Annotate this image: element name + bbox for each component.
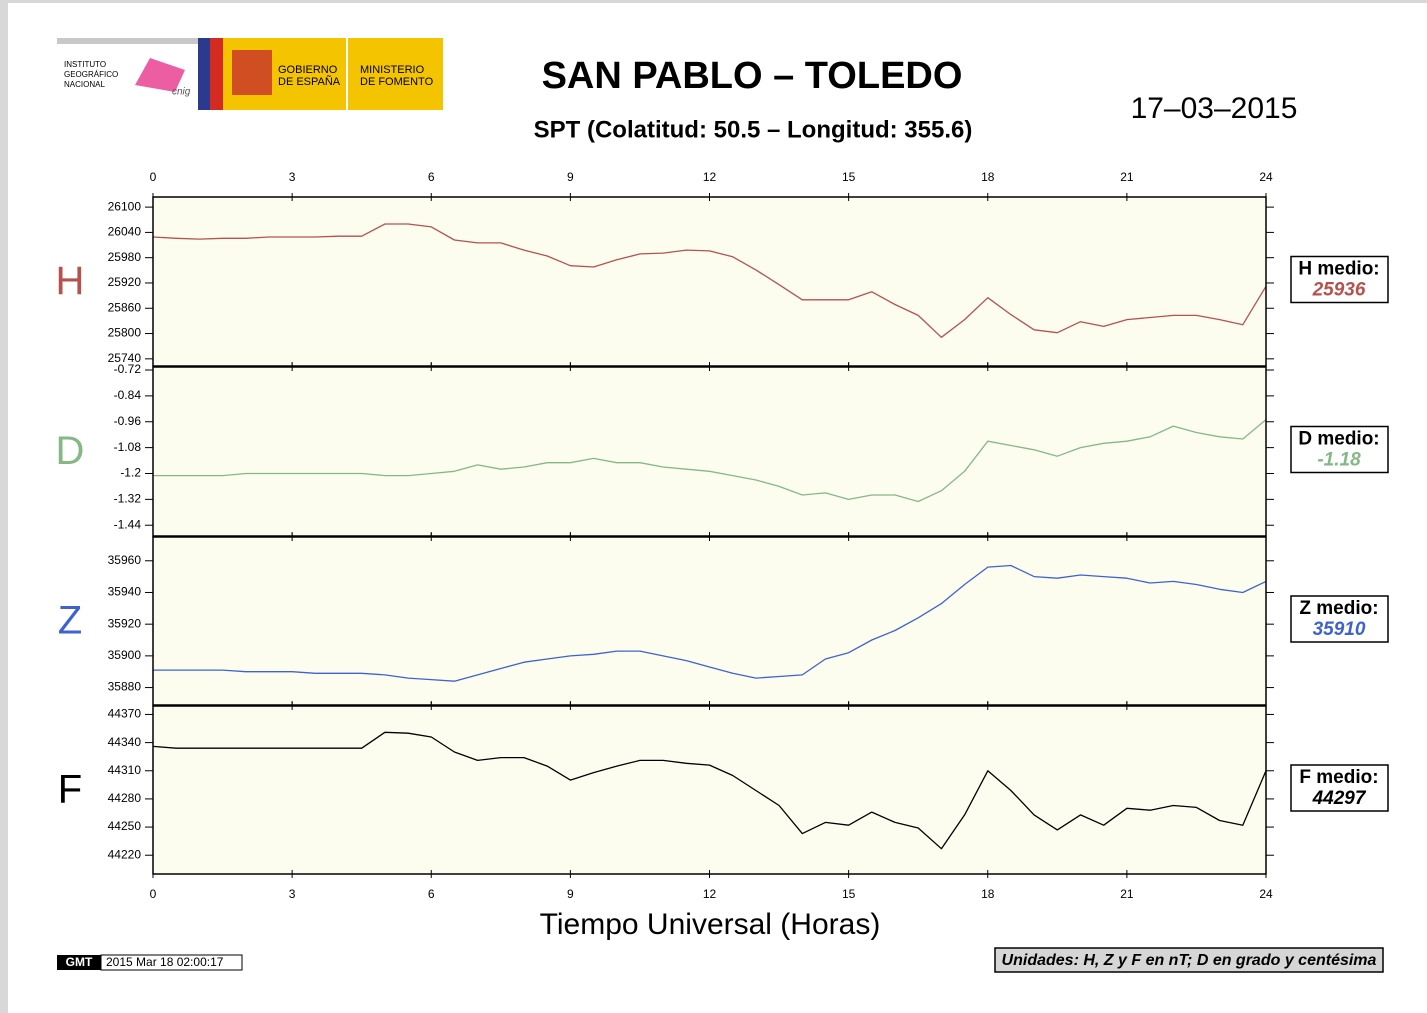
x-axis-label: Tiempo Universal (Horas) [540,908,881,941]
plot-area [153,537,1266,705]
data-line [153,419,1267,503]
timestamp-box [100,954,243,971]
y-tick-label: -0.84 [114,388,142,402]
flag-red [210,38,223,110]
y-tick-label: -1.08 [114,440,142,454]
x-tick-label: 21 [1120,887,1134,901]
top-strip [0,0,1427,3]
logo-bar [57,38,198,44]
x-tick-label: 3 [289,170,296,184]
gov-text: GOBIERNO [278,64,338,76]
component-label: F [58,768,82,812]
x-tick-label: 9 [567,170,574,184]
units-box [994,947,1384,973]
y-tick-label: 35960 [108,553,142,567]
units: Unidades: H, Z y F en nT; D en grado y c… [1002,952,1377,969]
plot-area [153,706,1266,874]
mean-label: Z medio: [1299,598,1378,619]
mean-value: 25936 [1312,280,1366,301]
mean-value: 35910 [1313,619,1366,640]
y-tick-label: -0.96 [114,414,142,428]
x-tick-label: 6 [428,887,435,901]
y-tick-label: -1.44 [114,517,142,531]
y-tick-label: -1.32 [114,492,142,506]
ministry-text: MINISTERIO [360,64,425,76]
x-tick-label: 15 [842,170,856,184]
y-tick-label: 44340 [108,735,142,749]
plot-frame [152,705,1267,875]
y-tick-label: 25920 [108,275,142,289]
mean-box [1290,764,1389,812]
left-strip [0,0,8,1013]
y-tick-label: 25980 [108,250,142,264]
mean-box [1290,595,1389,643]
component-label: D [56,429,85,473]
y-tick-label: 25860 [108,300,142,314]
component-label: Z [58,599,82,643]
component-label: H [56,259,85,303]
x-tick-label: 15 [842,887,856,901]
y-tick-label: 44370 [108,707,142,721]
y-tick-label: -1.2 [120,466,141,480]
y-tick-label: 44310 [108,763,142,777]
y-tick-label: 35940 [108,585,142,599]
gmt-text: GMT [66,955,93,969]
cnig: cnig [172,87,191,98]
gov-text: DE ESPAÑA [278,75,341,88]
y-tick-label: 26100 [108,199,142,213]
data-line [153,564,1267,682]
y-tick-label: 35920 [108,616,142,630]
mean-value: -1.18 [1317,450,1361,471]
title: SAN PABLO – TOLEDO [542,55,963,97]
x-tick-label: 9 [567,887,574,901]
y-tick-label: 44220 [108,847,142,861]
y-tick-label: 35900 [108,648,142,662]
x-tick-label: 18 [981,170,995,184]
coat-of-arms [232,50,272,95]
institute-line: GEOGRÁFICO [64,70,118,79]
y-tick-label: 44250 [108,819,142,833]
data-line [152,731,1267,850]
x-tick-label: 0 [150,887,157,901]
x-tick-label: 24 [1259,170,1273,184]
subtitle: SPT (Colatitud: 50.5 – Longitud: 355.6) [534,116,973,143]
y-tick-label: 26040 [108,225,142,239]
mean-label: H medio: [1298,259,1379,280]
data-line [152,223,1267,338]
y-tick-label: 44280 [108,791,142,805]
y-tick-label: -0.72 [114,362,142,376]
mean-label: F medio: [1299,767,1378,788]
flag-blue [198,38,210,110]
x-tick-label: 18 [981,887,995,901]
x-tick-label: 21 [1120,170,1134,184]
mean-label: D medio: [1298,429,1379,450]
x-tick-label: 6 [428,170,435,184]
x-tick-label: 12 [703,887,717,901]
y-tick-label: 35880 [108,680,142,694]
y-tick-label: 25800 [108,326,142,340]
institute-line: INSTITUTO [64,60,106,69]
plot-area [153,197,1266,366]
gmt-logo [57,955,101,970]
ministry-text: DE FOMENTO [360,76,434,88]
x-tick-label: 3 [289,887,296,901]
x-tick-label: 0 [150,170,157,184]
plot-area [153,367,1266,536]
logo-swash [135,58,185,92]
y-tick-label: 25740 [108,351,142,365]
institute-line: NACIONAL [64,80,105,89]
x-tick-label: 12 [703,170,717,184]
mean-box [1290,255,1389,304]
mean-value: 44297 [1312,788,1367,809]
timestamp: 2015 Mar 18 02:00:17 [106,955,224,969]
date: 17–03–2015 [1131,92,1298,125]
x-tick-label: 24 [1259,887,1273,901]
mean-box [1290,425,1389,474]
